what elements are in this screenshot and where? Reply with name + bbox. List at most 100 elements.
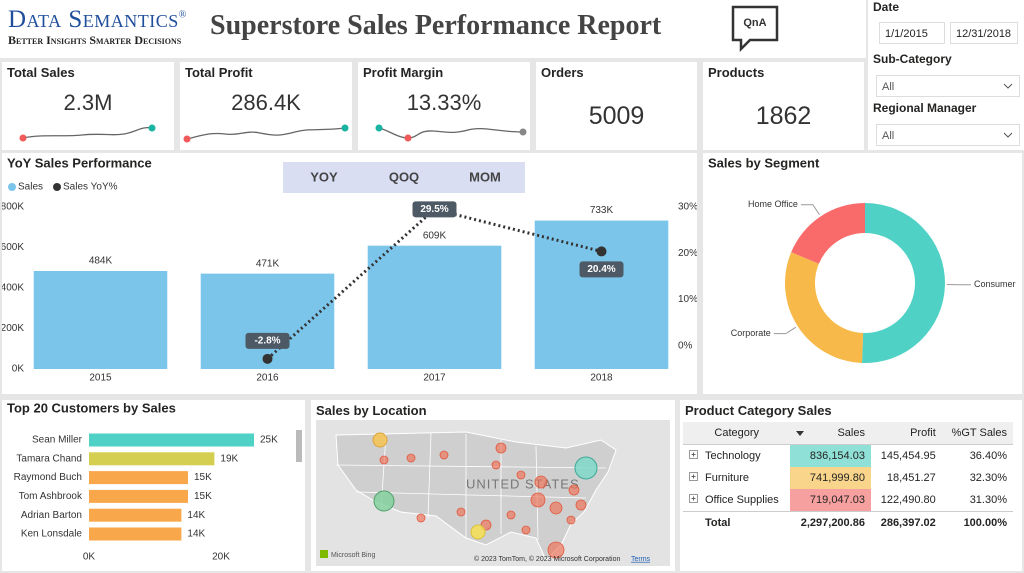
manager-value: All: [882, 130, 895, 142]
map-bubble[interactable]: [495, 442, 507, 454]
table-cell: 122,490.80: [871, 489, 942, 512]
qna-label[interactable]: QnA: [743, 17, 766, 29]
column-header[interactable]: Sales: [790, 422, 871, 445]
chart-title: YoY Sales Performance: [7, 155, 152, 170]
y-tick-label: 400K: [2, 283, 24, 294]
data-label: 19K: [220, 453, 238, 464]
sparkline-path: [186, 127, 346, 140]
bar: [89, 489, 188, 503]
bar: [200, 273, 335, 369]
map-bubble[interactable]: [416, 513, 426, 523]
map-bubble[interactable]: [379, 455, 389, 465]
map-bubble[interactable]: [521, 525, 531, 535]
cell-text: Furniture: [705, 472, 750, 484]
map-bubble[interactable]: [575, 499, 587, 511]
data-label: 15K: [194, 491, 212, 502]
cell-text: Office Supplies: [705, 494, 779, 506]
table-row[interactable]: Furniture 741,999.80 18,451.27 32.30%: [683, 467, 1013, 489]
kpi-value: 1862: [755, 102, 812, 130]
table-cell: 18,451.27: [871, 467, 942, 489]
bar: [89, 433, 254, 447]
view-button[interactable]: QOQ: [389, 169, 419, 184]
column-header[interactable]: %GT Sales: [941, 422, 1013, 445]
donut-slice: [791, 203, 865, 264]
segment-panel: Sales by Segment Consumer Corporate Home Of…: [703, 153, 1022, 394]
chevron-path: [1003, 132, 1013, 138]
table-cell: Technology: [683, 445, 790, 468]
map-bubble[interactable]: [530, 492, 546, 508]
map[interactable]: UNITED STATES Microsoft Bing © 2023 TomT…: [316, 420, 670, 566]
date-to[interactable]: 12/31/2018: [950, 22, 1018, 44]
y-tick-label: Adrian Barton: [21, 510, 82, 521]
sort-arrow-shape: [796, 431, 805, 436]
bing-label: Microsoft Bing: [331, 552, 375, 559]
map-terms[interactable]: Terms: [631, 556, 651, 563]
column-header[interactable]: Category: [683, 422, 791, 445]
map-bubble[interactable]: [491, 460, 501, 470]
map-bubble[interactable]: [470, 524, 486, 540]
map-bubble[interactable]: [574, 456, 598, 480]
table-row[interactable]: Office Supplies 719,047.03 122,490.80 31.30…: [683, 489, 1013, 512]
y2-tick-label: 20%: [678, 248, 697, 259]
table-cell: 31.30%: [942, 489, 1013, 512]
map-bubble[interactable]: [534, 475, 548, 489]
map-title: Sales by Location: [316, 403, 427, 418]
map-bubble[interactable]: [566, 515, 576, 525]
x-tick-label: 0K: [83, 552, 96, 563]
data-label-box: [412, 201, 457, 218]
data-label: 25K: [260, 435, 278, 446]
map-bubble[interactable]: [372, 432, 388, 448]
map-bubble[interactable]: [439, 450, 449, 460]
map-bubble[interactable]: [456, 507, 466, 517]
column-header[interactable]: Profit: [870, 422, 942, 445]
map-bubble[interactable]: [516, 470, 526, 480]
report-title: Superstore Sales Performance Report: [210, 10, 662, 41]
date-from[interactable]: 1/1/2015: [879, 22, 945, 44]
y-tick-label: Ken Lonsdale: [21, 529, 83, 540]
view-button[interactable]: MOM: [469, 169, 501, 184]
sparkline-path: [378, 127, 524, 139]
sparkline-max: [148, 124, 156, 132]
expand-toggle[interactable]: [689, 494, 699, 504]
sparkline-max: [375, 124, 383, 132]
y-tick-label: 600K: [2, 242, 24, 253]
leader-line: [773, 326, 797, 335]
y-tick-label: Tom Ashbrook: [19, 491, 83, 502]
x-tick-label: 2015: [89, 373, 112, 384]
cell-text: 2,297,200.86: [800, 517, 865, 529]
subcategory-dropdown[interactable]: All: [876, 75, 1020, 97]
table-row[interactable]: Technology 836,154.03 145,454.95 36.40%: [683, 444, 1013, 468]
map-bubble[interactable]: [406, 453, 416, 463]
yoy-chart: YoY Sales Performance YOY QOQ MOM Sales Sales…: [1, 155, 698, 384]
map-bubble[interactable]: [549, 501, 563, 515]
cell-text: Technology: [705, 450, 761, 462]
map-panel: Sales by Location UNITED STATES Microsof…: [311, 400, 675, 571]
view-button[interactable]: YOY: [310, 169, 338, 184]
expand-toggle[interactable]: [689, 450, 699, 460]
line-point: [596, 246, 607, 257]
cell-text: 122,490.80: [880, 494, 936, 506]
map-bubble[interactable]: [568, 484, 580, 496]
expand-plus: [691, 496, 696, 501]
manager-dropdown[interactable]: All: [876, 124, 1020, 146]
kpi-card: Total Profit 286.4K: [180, 62, 352, 150]
sparkline-min: [19, 134, 27, 142]
cell-text: 145,454.95: [880, 450, 936, 462]
table-cell: 741,999.80: [790, 467, 871, 489]
map-bubble[interactable]: [373, 490, 395, 512]
map-bubble[interactable]: [506, 510, 516, 520]
legend-marker: [53, 183, 62, 191]
kpi-card: Profit Margin 13.33%: [358, 62, 530, 150]
x-tick-label: 20K: [212, 552, 230, 563]
bar: [534, 220, 669, 369]
table-cell: 32.30%: [942, 467, 1013, 489]
kpi-value: 286.4K: [231, 90, 301, 115]
qna-bubble: [731, 5, 779, 52]
kpi-card: Orders 5009: [536, 62, 697, 150]
qna-button[interactable]: QnA: [730, 4, 782, 52]
yoy-panel: YoY Sales Performance YOY QOQ MOM Sales Sales…: [1, 153, 698, 394]
map-bubble[interactable]: [547, 541, 565, 559]
scrollbar[interactable]: [296, 430, 302, 462]
expand-toggle[interactable]: [689, 472, 699, 482]
cell-text: 836,154.03: [809, 450, 865, 462]
